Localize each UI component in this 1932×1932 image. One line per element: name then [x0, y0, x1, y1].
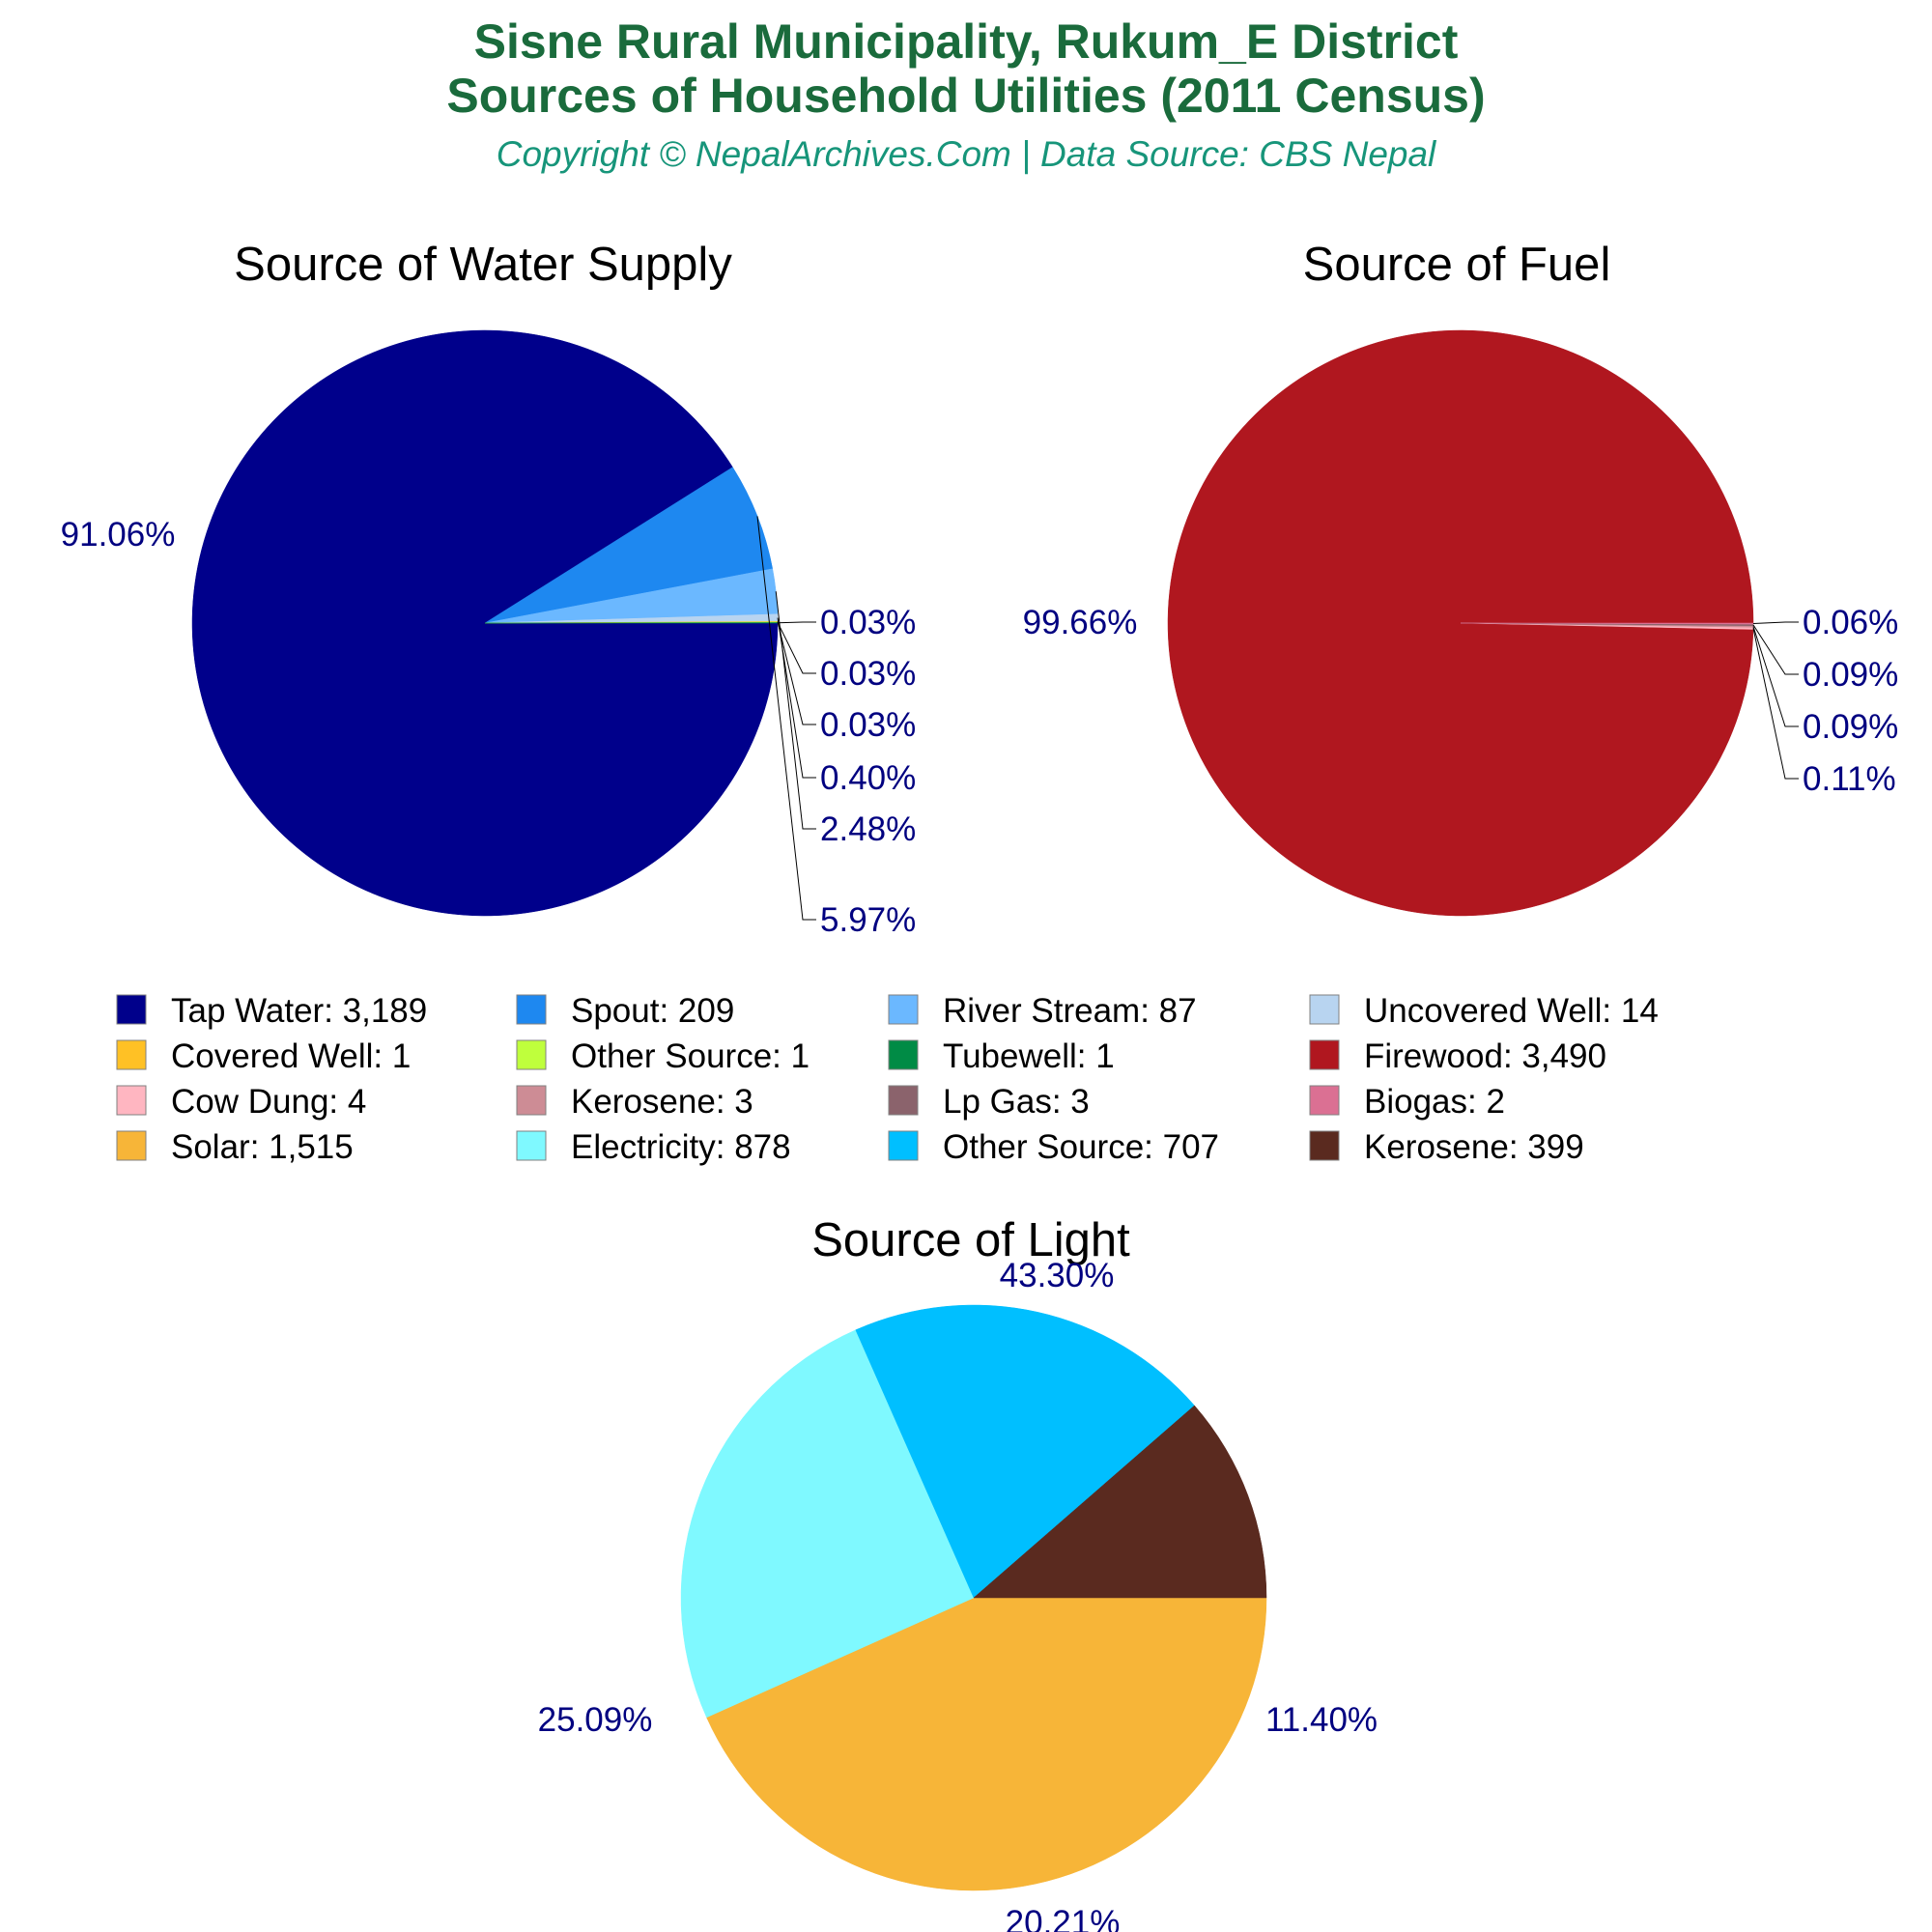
- pct-label-water-tubewell: 0.03%: [820, 604, 916, 641]
- leader-line-fuel-cow-dung: [1752, 628, 1799, 780]
- legend-swatch-cow-dung-4: [116, 1085, 147, 1116]
- legend-swatch-tap-water-3-189: [116, 994, 147, 1025]
- legend-label-tap-water-3-189: Tap Water: 3,189: [171, 992, 427, 1030]
- pct-label-fuel-firewood: 99.66%: [1023, 604, 1138, 641]
- legend-swatch-covered-well-1: [116, 1039, 147, 1070]
- chart-title-line2: Sources of Household Utilities (2011 Cen…: [446, 69, 1485, 123]
- leader-line-fuel-lp-gas: [1752, 624, 1799, 675]
- legend-swatch-uncovered-well-14: [1309, 994, 1340, 1025]
- fuel-pie: 0.11% 0.09% 0.09% 0.06% 99.66%: [1023, 329, 1898, 917]
- legend-label-covered-well-1: Covered Well: 1: [171, 1037, 411, 1075]
- leader-line-water-river-stream: [775, 591, 816, 830]
- legend-swatch-kerosene-399: [1309, 1130, 1340, 1161]
- pct-label-water-other-source: 0.03%: [820, 655, 916, 693]
- legend-label-solar-1-515: Solar: 1,515: [171, 1128, 354, 1166]
- legend-swatch-spout-209: [516, 994, 547, 1025]
- fuel-pie-title: Source of Fuel: [1303, 239, 1611, 291]
- legend-label-kerosene-3: Kerosene: 3: [571, 1083, 753, 1121]
- leader-line-water-covered-well: [777, 621, 816, 725]
- legend-swatch-river-stream-87: [888, 994, 919, 1025]
- light-pie-title: Source of Light: [811, 1214, 1130, 1266]
- leader-line-fuel-kerosene: [1752, 626, 1799, 727]
- pct-label-water-spout: 5.97%: [820, 901, 916, 939]
- pct-label-light-solar: 43.30%: [1000, 1257, 1115, 1294]
- legend-label-firewood-3-490: Firewood: 3,490: [1364, 1037, 1606, 1075]
- leader-line-fuel-biogas: [1752, 621, 1799, 624]
- slice-light-electricity: [680, 1329, 975, 1719]
- pct-label-light-other-source: 20.21%: [1006, 1904, 1121, 1932]
- slice-light-kerosene: [973, 1405, 1267, 1599]
- legend-label-uncovered-well-14: Uncovered Well: 14: [1364, 992, 1659, 1030]
- legend-swatch-other-source-1: [516, 1039, 547, 1070]
- leader-line-water-other-source: [777, 621, 816, 674]
- legend-swatch-tubewell-1: [888, 1039, 919, 1070]
- pct-label-fuel-lp-gas: 0.09%: [1803, 656, 1898, 694]
- legend-label-other-source-707: Other Source: 707: [943, 1128, 1219, 1166]
- chart-title-line1: Sisne Rural Municipality, Rukum_E Distri…: [474, 14, 1459, 69]
- legend-swatch-kerosene-3: [516, 1085, 547, 1116]
- leader-line-water-spout: [756, 516, 816, 921]
- pct-label-light-electricity: 25.09%: [538, 1701, 653, 1739]
- legend-label-biogas-2: Biogas: 2: [1364, 1083, 1505, 1121]
- legend-label-kerosene-399: Kerosene: 399: [1364, 1128, 1584, 1166]
- legend-label-cow-dung-4: Cow Dung: 4: [171, 1083, 366, 1121]
- legend-label-other-source-1: Other Source: 1: [571, 1037, 810, 1075]
- legend-label-electricity-878: Electricity: 878: [571, 1128, 791, 1166]
- pct-label-fuel-cow-dung: 0.11%: [1803, 760, 1896, 798]
- light-pie: 43.30% 25.09% 20.21% 11.40%: [538, 1257, 1378, 1932]
- water-pie-title: Source of Water Supply: [234, 239, 732, 291]
- pct-label-water-river-stream: 2.48%: [820, 810, 916, 848]
- leader-line-water-uncovered-well: [777, 617, 816, 779]
- water-supply-pie: 5.97% 2.48% 0.40% 0.03% 0.03% 0.03% 91.06%: [61, 329, 916, 939]
- legend-swatch-lp-gas-3: [888, 1085, 919, 1116]
- legend-swatch-biogas-2: [1309, 1085, 1340, 1116]
- pct-label-fuel-biogas: 0.06%: [1803, 604, 1898, 641]
- legend-label-tubewell-1: Tubewell: 1: [943, 1037, 1115, 1075]
- legend-label-lp-gas-3: Lp Gas: 3: [943, 1083, 1090, 1121]
- pct-label-water-uncovered-well: 0.40%: [820, 759, 916, 797]
- legend: Tap Water: 3,189 Spout: 209 River Stream: …: [116, 992, 1659, 1166]
- legend-swatch-solar-1-515: [116, 1130, 147, 1161]
- legend-swatch-firewood-3-490: [1309, 1039, 1340, 1070]
- pct-label-light-kerosene: 11.40%: [1265, 1701, 1378, 1739]
- pct-label-water-covered-well: 0.03%: [820, 706, 916, 744]
- pct-label-fuel-kerosene: 0.09%: [1803, 708, 1898, 746]
- pct-label-water-tap-water: 91.06%: [61, 516, 176, 554]
- slice-light-other-source: [855, 1304, 1195, 1599]
- legend-swatch-other-source-707: [888, 1130, 919, 1161]
- leader-line-water-tubewell: [777, 621, 816, 624]
- chart-subtitle: Copyright © NepalArchives.Com | Data Sou…: [497, 134, 1437, 174]
- legend-label-river-stream-87: River Stream: 87: [943, 992, 1197, 1030]
- legend-swatch-electricity-878: [516, 1130, 547, 1161]
- slice-light-solar: [706, 1597, 1267, 1891]
- legend-label-spout-209: Spout: 209: [571, 992, 734, 1030]
